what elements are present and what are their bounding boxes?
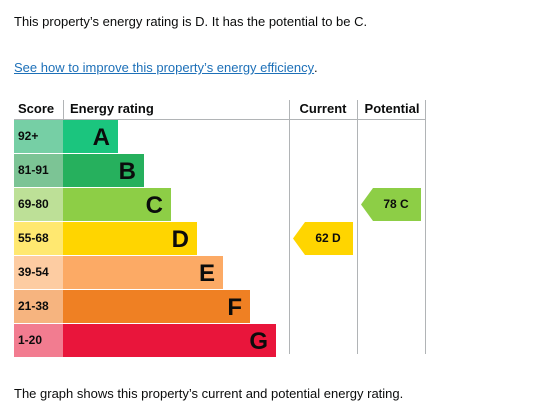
band-letter-c: C bbox=[145, 192, 163, 219]
band-letter-f: F bbox=[227, 294, 242, 321]
header-divider bbox=[14, 119, 426, 120]
score-range-d: 55-68 bbox=[14, 222, 63, 255]
band-bar-g: G bbox=[63, 324, 276, 357]
graph-caption: The graph shows this property’s current … bbox=[14, 386, 404, 401]
score-range-b: 81-91 bbox=[14, 154, 63, 187]
band-bar-c: C bbox=[63, 188, 171, 221]
improve-link-text[interactable]: See how to improve this property’s energ… bbox=[14, 60, 315, 75]
score-divider bbox=[63, 100, 64, 119]
score-range-e: 39-54 bbox=[14, 256, 63, 289]
band-bar-e: E bbox=[63, 256, 223, 289]
band-letter-e: E bbox=[198, 260, 215, 287]
band-bar-b: B bbox=[63, 154, 144, 187]
improve-energy-link[interactable]: See how to improve this property’s energ… bbox=[14, 60, 314, 75]
current-right-divider bbox=[357, 100, 358, 354]
improve-link-suffix: . bbox=[314, 60, 318, 75]
summary-text: This property’s energy rating is D. It h… bbox=[14, 14, 368, 29]
band-letter-g: G bbox=[249, 328, 268, 355]
score-range-c: 69-80 bbox=[14, 188, 63, 221]
score-header: Score bbox=[18, 101, 55, 116]
band-letter-d: D bbox=[171, 226, 189, 253]
current-header: Current bbox=[299, 101, 347, 116]
potential-header: Potential bbox=[364, 101, 420, 116]
current-rating-arrow: 62 D bbox=[293, 222, 353, 255]
potential-rating-arrow: 78 C bbox=[361, 188, 421, 221]
potential-right-divider bbox=[425, 100, 426, 354]
band-bar-a: A bbox=[63, 120, 118, 153]
energy-rating-header: Energy rating bbox=[70, 101, 154, 116]
score-range-a: 92+ bbox=[14, 120, 63, 153]
band-bar-f: F bbox=[63, 290, 250, 323]
band-bar-d: D bbox=[63, 222, 197, 255]
energy-rating-chart: Score Energy rating Current Potential 92… bbox=[14, 100, 426, 357]
current-left-divider bbox=[289, 100, 290, 354]
band-letter-b: B bbox=[118, 158, 136, 185]
score-range-g: 1-20 bbox=[14, 324, 63, 357]
band-letter-a: A bbox=[92, 124, 110, 151]
score-range-f: 21-38 bbox=[14, 290, 63, 323]
